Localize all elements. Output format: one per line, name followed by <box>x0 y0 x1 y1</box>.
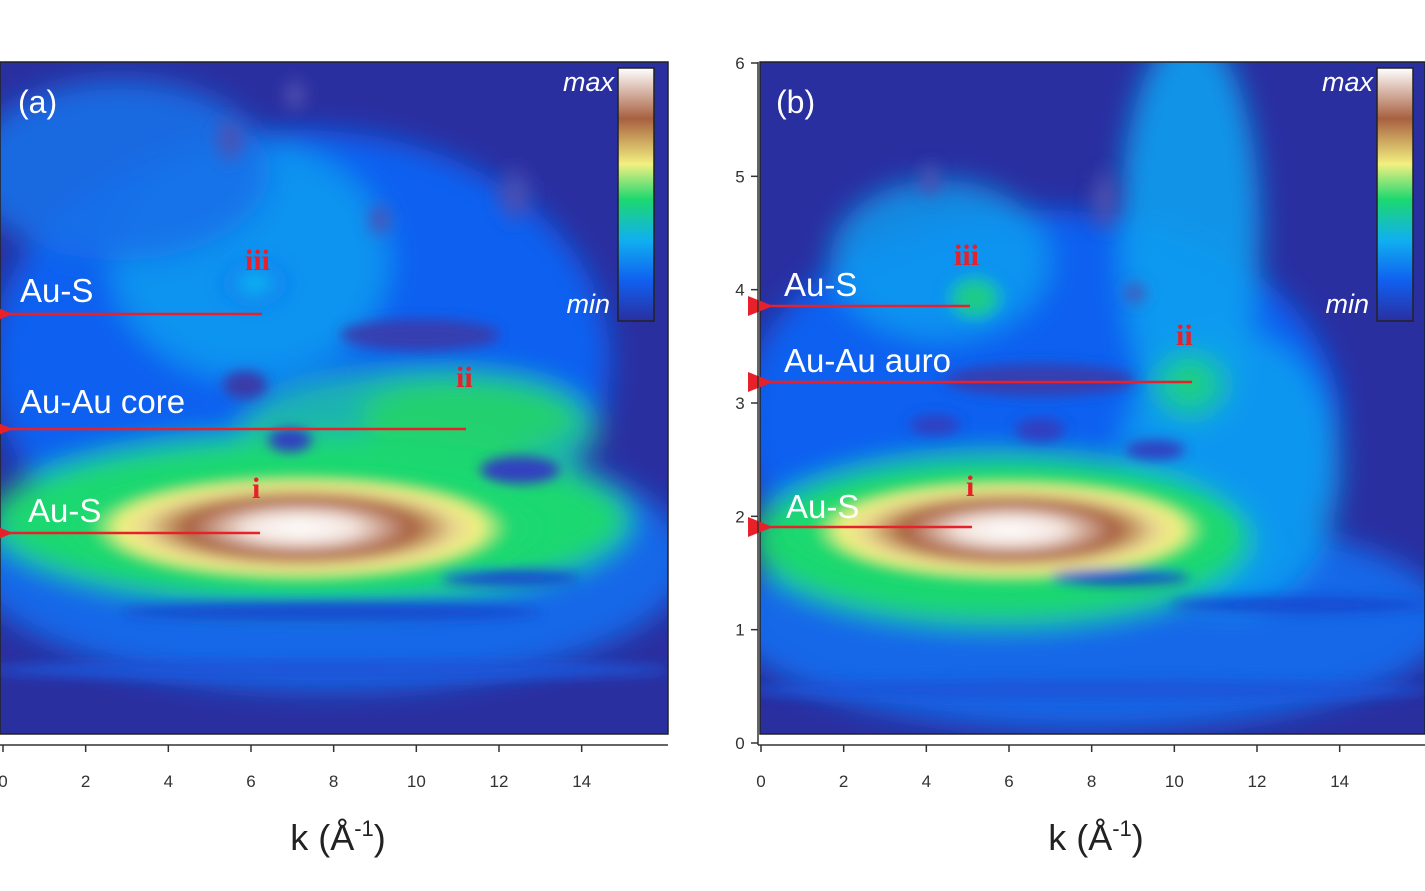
panel-b-ytick-label: 2 <box>735 507 744 526</box>
annotation-b-iii: Au-S <box>784 266 857 303</box>
panel-b-ytick-label: 6 <box>735 54 744 73</box>
annotation-a-ii: Au-Au core <box>20 383 185 420</box>
panel-a-xtick-label: 10 <box>407 772 426 791</box>
heatmap-b <box>760 62 1425 734</box>
annotation-a-iii: Au-S <box>20 272 93 309</box>
annotations-a: Au-S iii Au-Au core ii Au-S i <box>0 244 473 543</box>
panel-b-xtick-label: 0 <box>756 772 765 791</box>
panel-a-xtick-label: 0 <box>0 772 8 791</box>
panel-b-ytick-label: 1 <box>735 621 744 640</box>
panel-a-xtick-label: 6 <box>246 772 255 791</box>
peak-label-a-i: i <box>252 472 260 505</box>
colorbar-a-min: min <box>566 289 610 319</box>
colorbar-a-max: max <box>563 67 616 97</box>
peak-label-b-iii: iii <box>954 239 979 272</box>
panel-b-ytick-label: 0 <box>735 734 744 753</box>
colorbar-b-min: min <box>1325 289 1369 319</box>
colorbar-a: max min <box>563 67 655 322</box>
panel-b-xtick-label: 6 <box>1004 772 1013 791</box>
annotation-b-ii: Au-Au auro <box>784 342 951 379</box>
panel-label-a: (a) <box>18 84 57 120</box>
plot-frame-a <box>0 61 669 735</box>
panel-b-xtick-label: 2 <box>839 772 848 791</box>
peak-label-b-i: i <box>966 470 974 503</box>
x-ticks-a: 0 2 4 6 8 10 12 14 <box>0 745 591 791</box>
panel-a-xtick-label: 12 <box>490 772 509 791</box>
x-axis-label-b: k (Å-1) <box>1048 816 1144 858</box>
panel-b-xtick-label: 14 <box>1330 772 1349 791</box>
x-ticks-b: 0 2 4 6 8 10 12 14 <box>756 745 1349 791</box>
panel-a-xtick-label: 4 <box>164 772 173 791</box>
colorbar-b: max min <box>1322 67 1414 322</box>
annotation-a-i: Au-S <box>28 492 101 529</box>
panel-b-ytick-label: 4 <box>735 281 744 300</box>
peak-label-a-iii: iii <box>245 244 270 277</box>
peak-label-b-ii: ii <box>1176 319 1193 352</box>
panel-a: max min (a) Au-S iii Au-Au core ii Au-S … <box>0 61 669 858</box>
panel-label-b: (b) <box>776 84 815 120</box>
annotations-b: Au-S iii Au-Au auro ii Au-S i <box>748 239 1193 537</box>
panel-b-xtick-label: 10 <box>1165 772 1184 791</box>
x-axis-label-a: k (Å-1) <box>290 816 386 858</box>
plot-frame-b <box>759 61 1425 735</box>
panel-b-xtick-label: 8 <box>1087 772 1096 791</box>
panel-a-xtick-label: 8 <box>329 772 338 791</box>
panel-b-ytick-label: 3 <box>735 394 744 413</box>
panel-b-xtick-label: 12 <box>1248 772 1267 791</box>
panel-a-xtick-label: 2 <box>81 772 90 791</box>
peak-label-a-ii: ii <box>456 361 473 394</box>
panel-b-ytick-label: 5 <box>735 167 744 186</box>
panel-b: max min (b) Au-S iii Au-Au auro ii Au-S … <box>735 54 1425 858</box>
colorbar-b-max: max <box>1322 67 1375 97</box>
panel-a-xtick-label: 14 <box>572 772 591 791</box>
heatmap-a <box>0 62 668 734</box>
y-ticks-b: 0 1 2 3 4 5 6 <box>735 54 758 753</box>
annotation-b-i: Au-S <box>786 488 859 525</box>
panel-b-xtick-label: 4 <box>922 772 931 791</box>
